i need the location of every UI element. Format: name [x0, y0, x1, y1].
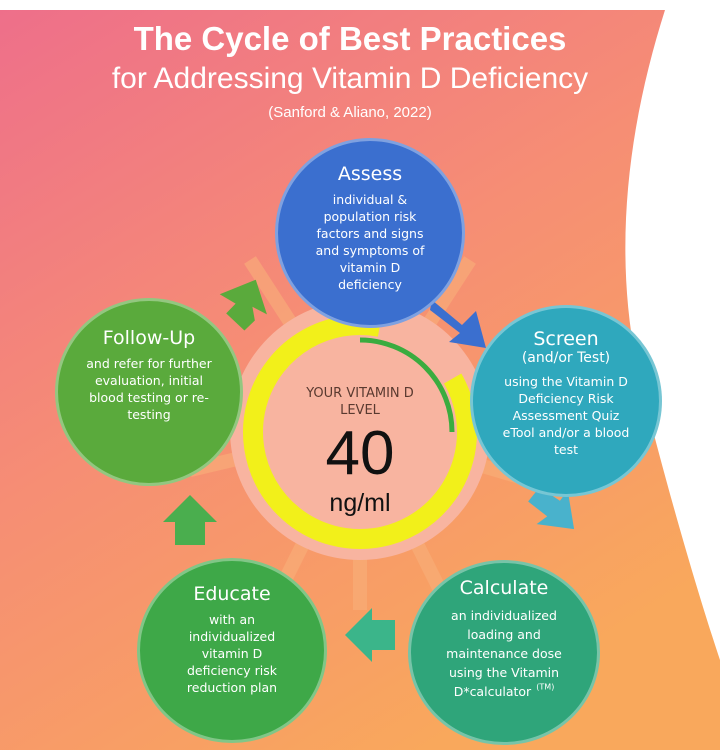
step-calculate-body: an individualized loading and maintenanc…: [446, 608, 562, 699]
arrow-follow-up-to-assess: [219, 279, 267, 331]
trademark: (TM): [536, 682, 555, 692]
arrow-screen-to-calculate: [528, 487, 575, 530]
arrow-calculate-to-educate: [345, 608, 395, 662]
cycle-arrows: [163, 279, 575, 662]
step-follow-up-heading: Follow-Up: [102, 327, 196, 349]
step-screen-heading: Screen: [533, 328, 599, 350]
step-educate: Educate with an individualized vitamin D…: [137, 558, 327, 743]
gauge-unit: ng/ml: [329, 489, 391, 517]
step-assess-heading: Assess: [337, 163, 403, 185]
step-assess-body: individual & population risk factors and…: [315, 192, 425, 292]
step-educate-body: with an individualized vitamin D deficie…: [186, 612, 278, 695]
step-follow-up-body: and refer for further evaluation, initia…: [86, 356, 212, 422]
step-screen-body: using the Vitamin D Deficiency Risk Asse…: [502, 374, 630, 457]
gauge-green-arc: [265, 337, 455, 527]
gauge-value: 40: [325, 419, 395, 488]
step-calculate: Calculate an individualized loading and …: [408, 560, 600, 745]
vitamin-d-gauge: YOUR VITAMIN D LEVEL 40 ng/ml: [260, 385, 460, 518]
citation: (Sanford & Aliano, 2022): [268, 104, 432, 121]
step-calculate-heading: Calculate: [459, 577, 549, 599]
step-screen-sub: (and/or Test): [521, 350, 611, 366]
arrow-assess-to-screen: [430, 300, 486, 348]
step-educate-heading: Educate: [193, 583, 271, 605]
step-follow-up: Follow-Up and refer for further evaluati…: [55, 298, 243, 486]
title-line-2: for Addressing Vitamin D Deficiency: [111, 62, 589, 95]
title-line-1: The Cycle of Best Practices: [133, 20, 567, 57]
gauge-label: YOUR VITAMIN D LEVEL: [306, 386, 414, 418]
step-assess: Assess individual & population risk fact…: [275, 138, 465, 328]
arrow-educate-to-follow-up: [163, 495, 217, 545]
step-screen: Screen (and/or Test) using the Vitamin D…: [470, 305, 662, 497]
gauge-ring: [243, 315, 477, 549]
